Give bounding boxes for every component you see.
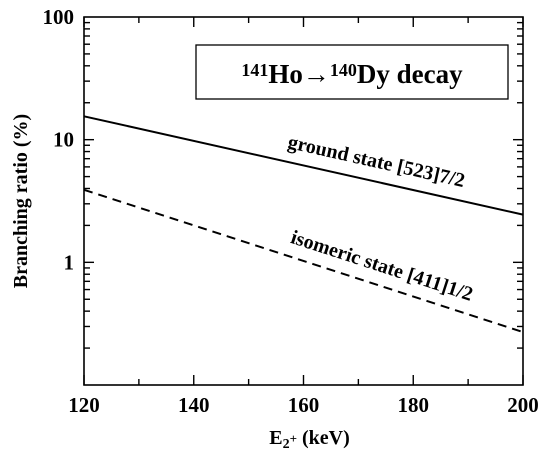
daughter-nucleus: Dy xyxy=(357,59,390,89)
x-axis-title-main: E xyxy=(269,427,282,449)
y-tick-label: 100 xyxy=(43,5,75,29)
decay-label-box: 141Ho→140Dy decay xyxy=(195,44,509,100)
decay-suffix: decay xyxy=(390,59,463,89)
daughter-mass-number: 140 xyxy=(330,60,357,80)
isomeric-state-line xyxy=(83,188,524,334)
ground-state-label: ground state [523]7/2 xyxy=(286,131,467,192)
y-tick-label: 1 xyxy=(64,250,75,274)
x-tick-label: 200 xyxy=(507,393,539,417)
parent-mass-number: 141 xyxy=(241,60,268,80)
x-tick-label: 140 xyxy=(178,393,210,417)
ground-state-line xyxy=(83,115,524,216)
x-tick-label: 180 xyxy=(398,393,430,417)
decay-label-frame xyxy=(195,44,509,100)
x-axis-title-subscript: 2 xyxy=(283,437,290,452)
x-tick-label: 120 xyxy=(68,393,100,417)
x-axis-title: E2+ (keV) xyxy=(269,427,350,452)
decay-label-text: 141Ho→140Dy decay xyxy=(241,59,463,89)
axis-ticks xyxy=(83,17,524,385)
x-axis-title-superscript: + xyxy=(290,431,297,446)
x-tick-label: 160 xyxy=(288,393,320,417)
parent-nucleus: Ho xyxy=(268,59,303,89)
decay-arrow: → xyxy=(303,59,330,89)
x-axis-title-unit: (keV) xyxy=(297,427,350,449)
y-tick-label: 10 xyxy=(53,128,74,152)
tick-labels: 120 140 160 180 200 1 10 100 xyxy=(43,5,539,417)
data-lines xyxy=(83,115,524,334)
y-axis-title: Branching ratio (%) xyxy=(10,114,32,288)
